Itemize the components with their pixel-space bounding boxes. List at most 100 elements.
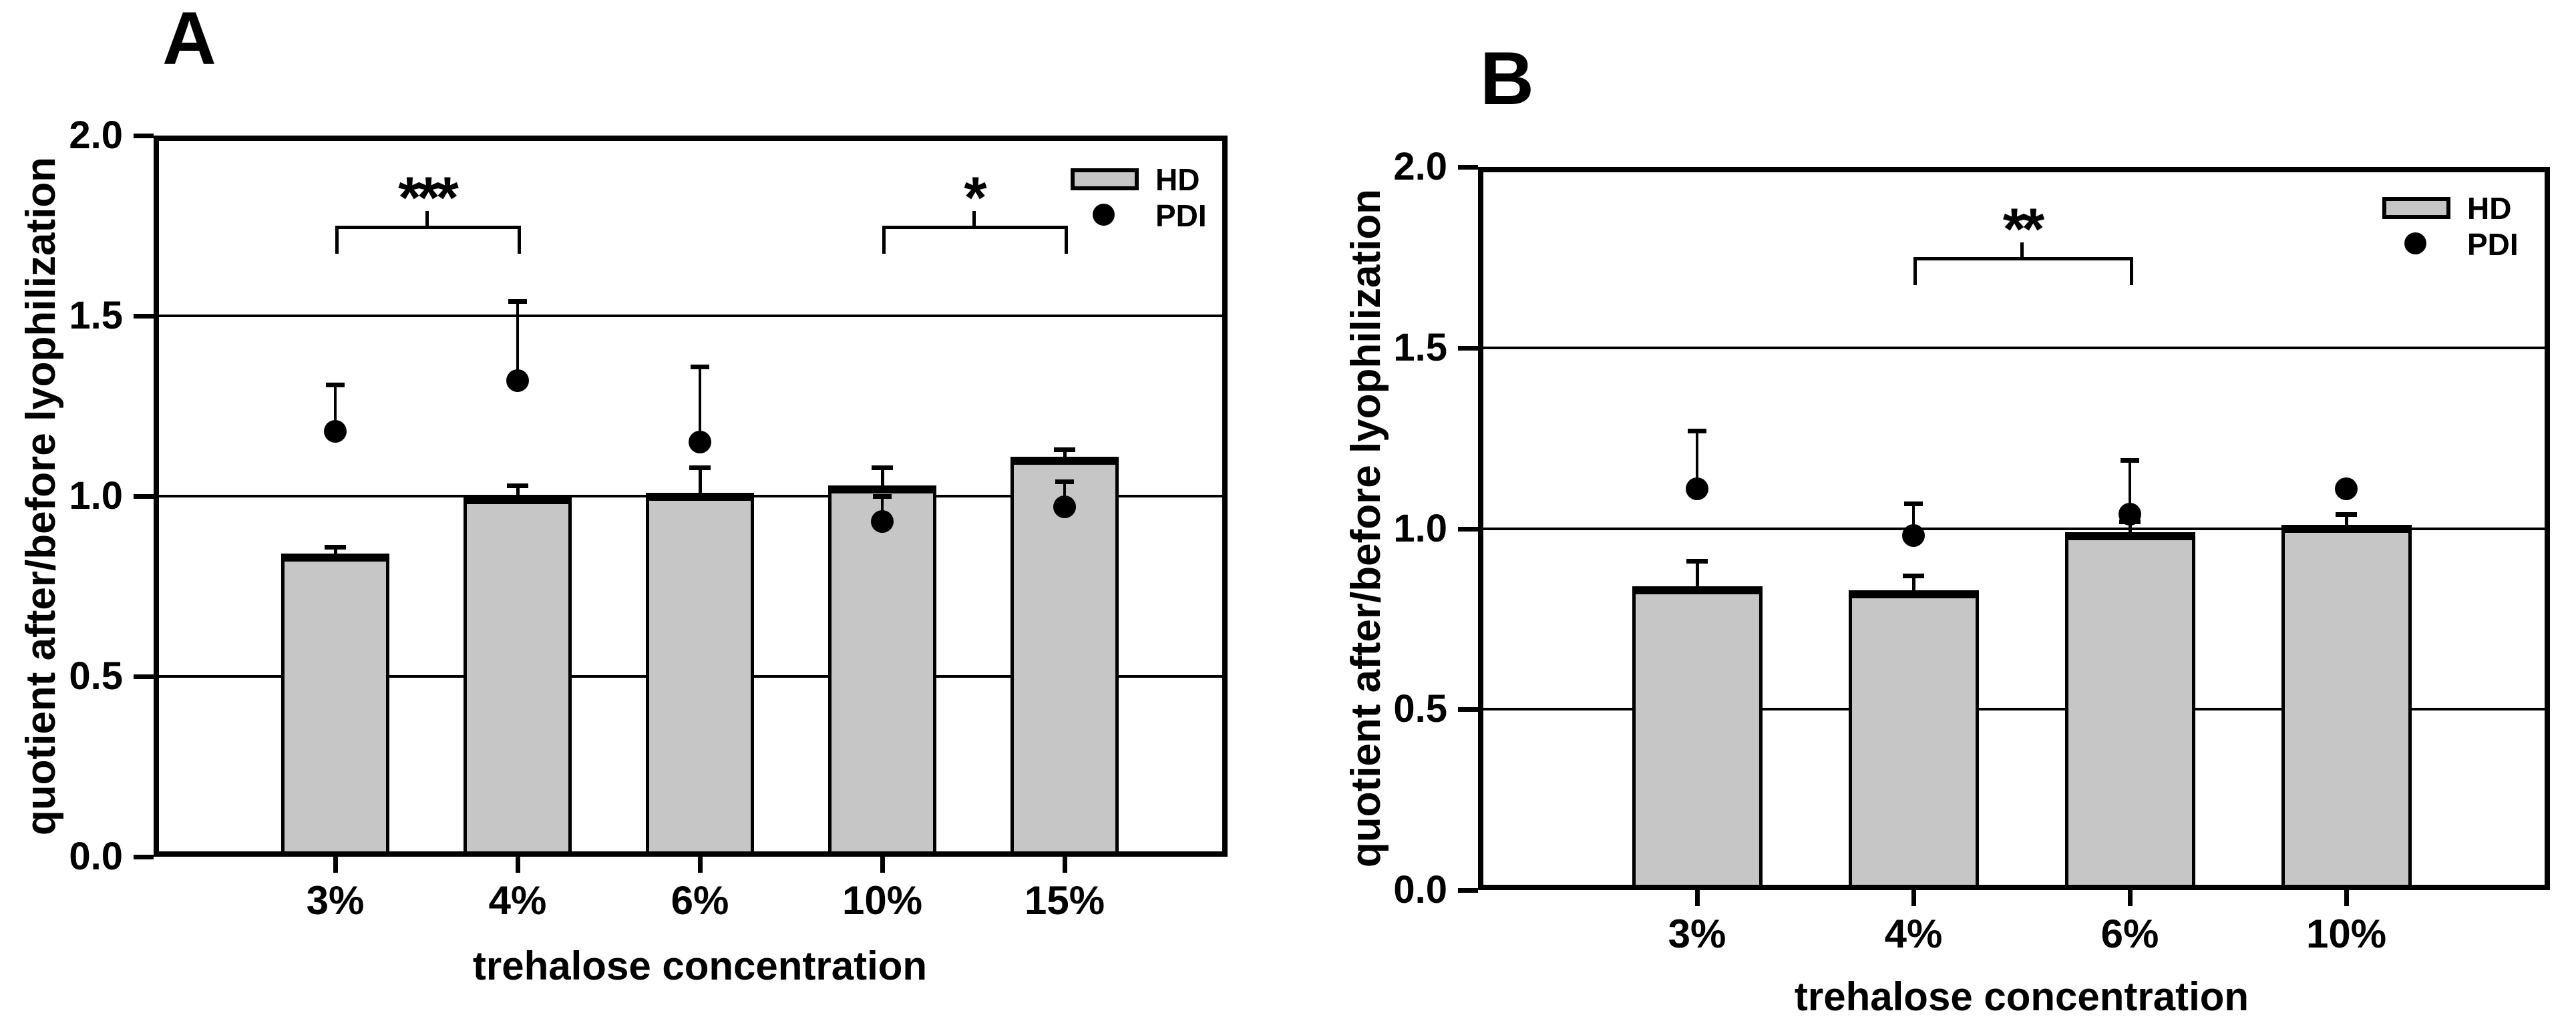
gridline-0.5 bbox=[1478, 708, 2550, 711]
x-tick-label-10%: 10% bbox=[2306, 911, 2387, 956]
pdi-error-cap-6% bbox=[691, 364, 709, 369]
pdi-error-bar-3% bbox=[334, 384, 337, 431]
significance-label: * bbox=[964, 164, 986, 230]
y-tick-1.0 bbox=[1458, 526, 1478, 532]
bracket-tick-left bbox=[335, 226, 339, 254]
x-tick-6% bbox=[698, 857, 703, 873]
pdi-error-bar-10% bbox=[881, 496, 884, 522]
x-tick-label-6%: 6% bbox=[2100, 911, 2159, 956]
panel-a-label: A bbox=[162, 0, 218, 80]
legend-label-pdi: PDI bbox=[1155, 198, 1207, 233]
panel-a-x-axis-title: trehalose concentration bbox=[472, 944, 928, 988]
hd-error-cap-4% bbox=[507, 483, 528, 488]
legend-hd-swatch bbox=[2382, 197, 2450, 219]
hd-bar-6% bbox=[646, 492, 754, 857]
hd-bar-3% bbox=[1632, 586, 1763, 890]
x-tick-label-4%: 4% bbox=[1884, 911, 1943, 956]
pdi-marker-3% bbox=[324, 419, 347, 443]
y-tick-0.5 bbox=[134, 674, 154, 679]
bracket-tick-left bbox=[882, 226, 886, 254]
y-tick-label-2.0: 2.0 bbox=[69, 114, 123, 157]
y-tick-label-1.5: 1.5 bbox=[1393, 325, 1447, 369]
legend-hd-swatch bbox=[1071, 168, 1139, 190]
hd-error-cap-4% bbox=[1903, 573, 1924, 578]
pdi-error-bar-3% bbox=[1696, 431, 1698, 489]
pdi-marker-15% bbox=[1053, 495, 1076, 519]
pdi-error-cap-4% bbox=[1904, 501, 1923, 506]
bracket-line bbox=[1913, 257, 2133, 261]
bracket-tick-right bbox=[518, 226, 521, 254]
y-tick-1.0 bbox=[134, 494, 154, 499]
pdi-error-cap-4% bbox=[508, 299, 527, 304]
pdi-error-cap-3% bbox=[326, 382, 345, 387]
pdi-error-bar-4% bbox=[516, 301, 519, 381]
pdi-marker-3% bbox=[1686, 477, 1708, 500]
hd-bar-10% bbox=[2281, 525, 2412, 890]
x-tick-10% bbox=[2344, 890, 2349, 906]
x-tick-label-3%: 3% bbox=[306, 878, 365, 923]
x-tick-label-4%: 4% bbox=[488, 878, 547, 923]
x-tick-3% bbox=[333, 857, 338, 873]
hd-error-bar-6% bbox=[699, 467, 702, 513]
hd-error-bar-3% bbox=[1696, 561, 1699, 607]
pdi-error-bar-15% bbox=[1063, 481, 1066, 507]
pdi-error-cap-3% bbox=[1688, 429, 1706, 434]
pdi-marker-6% bbox=[2119, 502, 2141, 526]
hd-error-cap-10% bbox=[2336, 511, 2357, 517]
significance-label: *** bbox=[398, 164, 459, 230]
y-tick-2.0 bbox=[1458, 165, 1478, 170]
pdi-error-cap-6% bbox=[2121, 457, 2139, 463]
legend-pdi-marker bbox=[1093, 204, 1115, 226]
bracket-stub bbox=[425, 211, 429, 226]
hd-error-cap-10% bbox=[872, 465, 893, 470]
pdi-error-bar-4% bbox=[1912, 503, 1915, 536]
bracket-line bbox=[335, 226, 521, 229]
legend-label-hd: HD bbox=[1155, 162, 1200, 197]
legend-label-pdi: PDI bbox=[2467, 227, 2519, 262]
x-tick-3% bbox=[1695, 890, 1700, 906]
legend-pdi-marker bbox=[2404, 232, 2426, 254]
bracket-stub bbox=[2020, 242, 2024, 258]
y-tick-label-1.0: 1.0 bbox=[69, 474, 123, 518]
gridline-1.5 bbox=[154, 315, 1228, 317]
x-tick-4% bbox=[516, 857, 520, 873]
hd-error-cap-3% bbox=[325, 544, 346, 550]
panel-b-label: B bbox=[1480, 37, 1535, 120]
pdi-error-cap-15% bbox=[1055, 479, 1074, 485]
pdi-error-cap-10% bbox=[873, 494, 892, 499]
hd-bar-3% bbox=[281, 554, 389, 857]
x-tick-label-3%: 3% bbox=[1668, 911, 1726, 956]
pdi-marker-10% bbox=[2335, 477, 2358, 500]
x-tick-10% bbox=[880, 857, 885, 873]
y-tick-label-1.5: 1.5 bbox=[69, 294, 123, 337]
x-tick-label-6%: 6% bbox=[671, 878, 729, 923]
pdi-marker-4% bbox=[1902, 524, 1925, 548]
bracket-stub bbox=[972, 211, 976, 226]
y-tick-0.0 bbox=[1458, 888, 1478, 893]
pdi-error-bar-6% bbox=[699, 366, 701, 442]
pdi-marker-6% bbox=[689, 431, 711, 453]
y-tick-label-2.0: 2.0 bbox=[1393, 145, 1447, 188]
y-tick-label-0.0: 0.0 bbox=[69, 835, 123, 878]
y-tick-label-1.0: 1.0 bbox=[1393, 506, 1447, 550]
hd-error-cap-3% bbox=[1686, 559, 1708, 564]
hd-bar-4% bbox=[464, 496, 572, 857]
pdi-error-bar-6% bbox=[2129, 459, 2131, 514]
pdi-marker-10% bbox=[871, 509, 894, 533]
y-tick-label-0.5: 0.5 bbox=[69, 654, 123, 698]
hd-bar-4% bbox=[1848, 590, 1979, 890]
y-tick-0.5 bbox=[1458, 707, 1478, 712]
y-tick-2.0 bbox=[134, 134, 154, 138]
x-tick-4% bbox=[1911, 890, 1916, 906]
pdi-marker-4% bbox=[506, 369, 529, 393]
y-tick-1.5 bbox=[1458, 345, 1478, 351]
bracket-tick-left bbox=[1913, 257, 1917, 286]
panel-b-x-axis-title: trehalose concentration bbox=[1794, 974, 2249, 1019]
legend-label-hd: HD bbox=[2467, 191, 2512, 226]
